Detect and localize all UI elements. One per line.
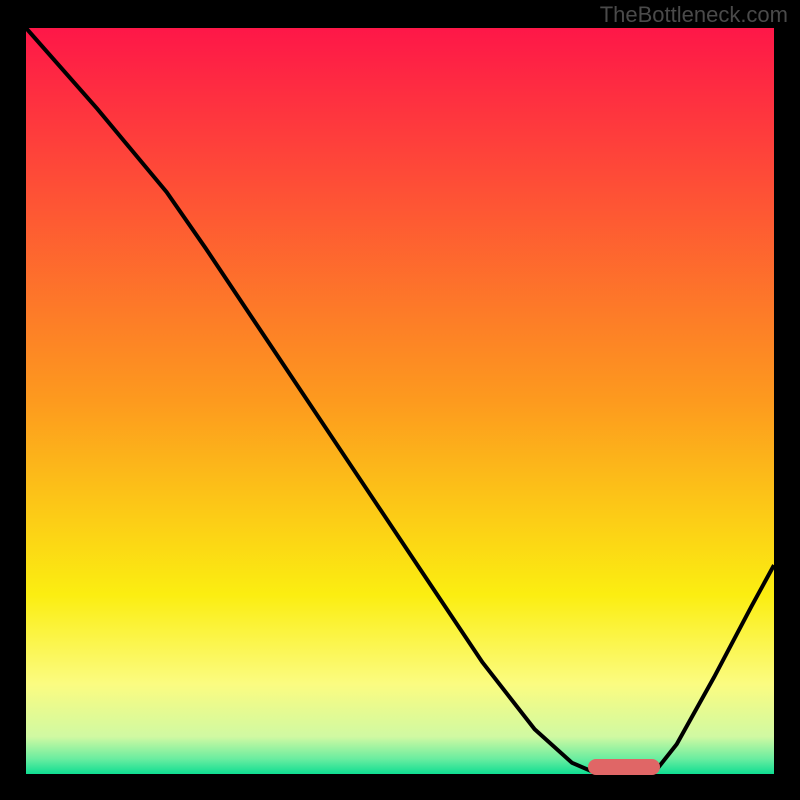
bottleneck-curve bbox=[26, 28, 774, 774]
optimal-marker bbox=[588, 759, 660, 775]
plot-area bbox=[26, 28, 774, 774]
curve-path bbox=[26, 28, 774, 773]
watermark-text: TheBottleneck.com bbox=[600, 2, 788, 28]
